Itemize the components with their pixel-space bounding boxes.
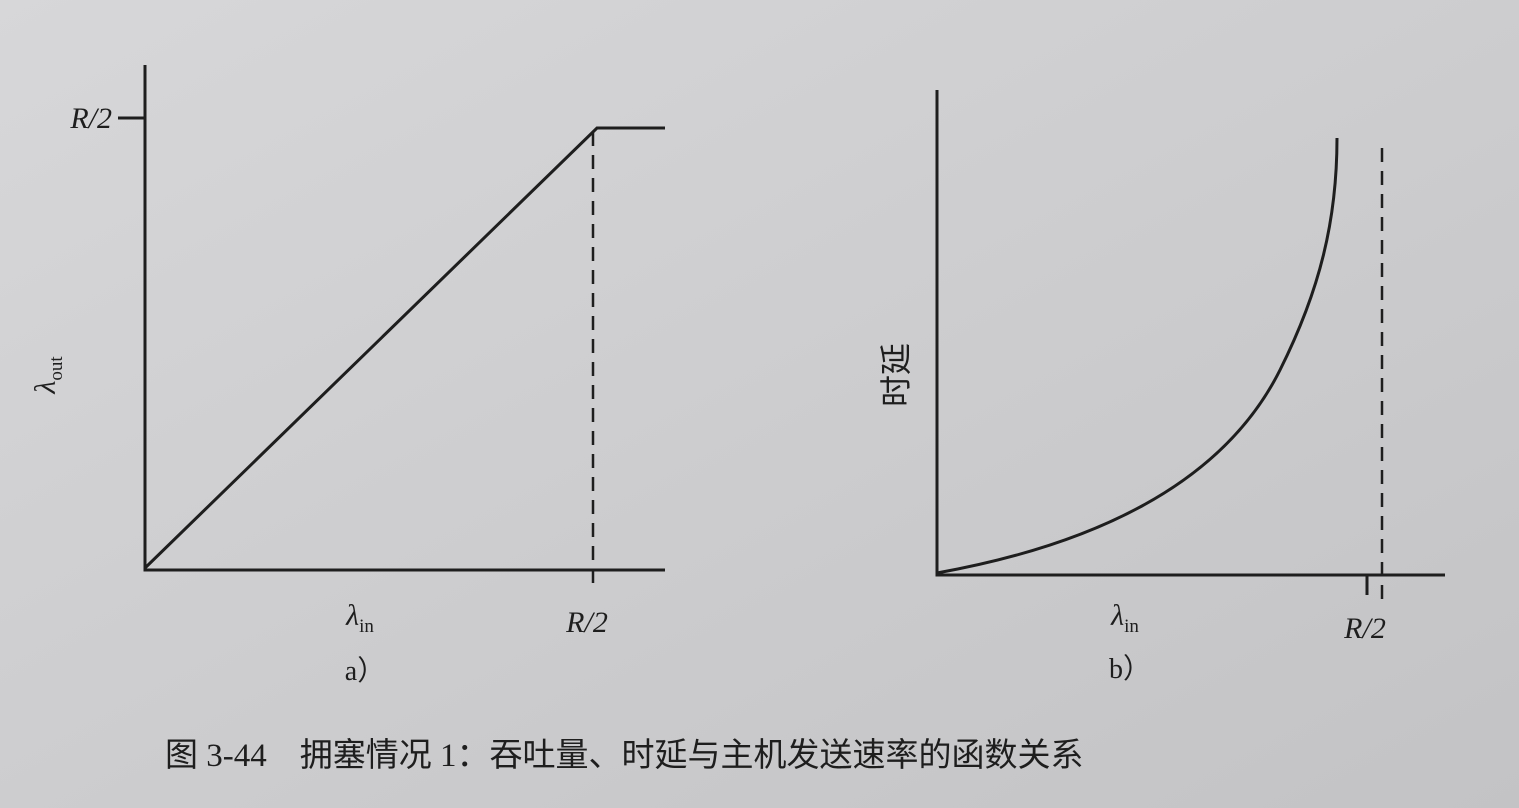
- throughput-line: [143, 126, 665, 570]
- y-label: λout: [29, 356, 67, 395]
- x-tick-label: R/2: [565, 606, 608, 639]
- x-tick-label: R/2: [1343, 612, 1386, 645]
- axes: [143, 65, 665, 572]
- panel-caption: b）: [1109, 653, 1151, 685]
- delay-curve: [936, 137, 1339, 575]
- panel-caption: a）: [345, 655, 385, 687]
- x-label: λin: [345, 599, 374, 637]
- axes: [935, 90, 1445, 577]
- y-tick-label: R/2: [69, 102, 112, 135]
- x-label: λin: [1110, 599, 1139, 637]
- y-label: 时延: [878, 343, 914, 407]
- panel-a: R/2 λout λin R/2 a）: [29, 65, 665, 687]
- figure-caption: 图 3-44 拥塞情况 1：吞吐量、时延与主机发送速率的函数关系: [165, 737, 1084, 774]
- panel-b: 时延 λin R/2 b）: [878, 90, 1445, 685]
